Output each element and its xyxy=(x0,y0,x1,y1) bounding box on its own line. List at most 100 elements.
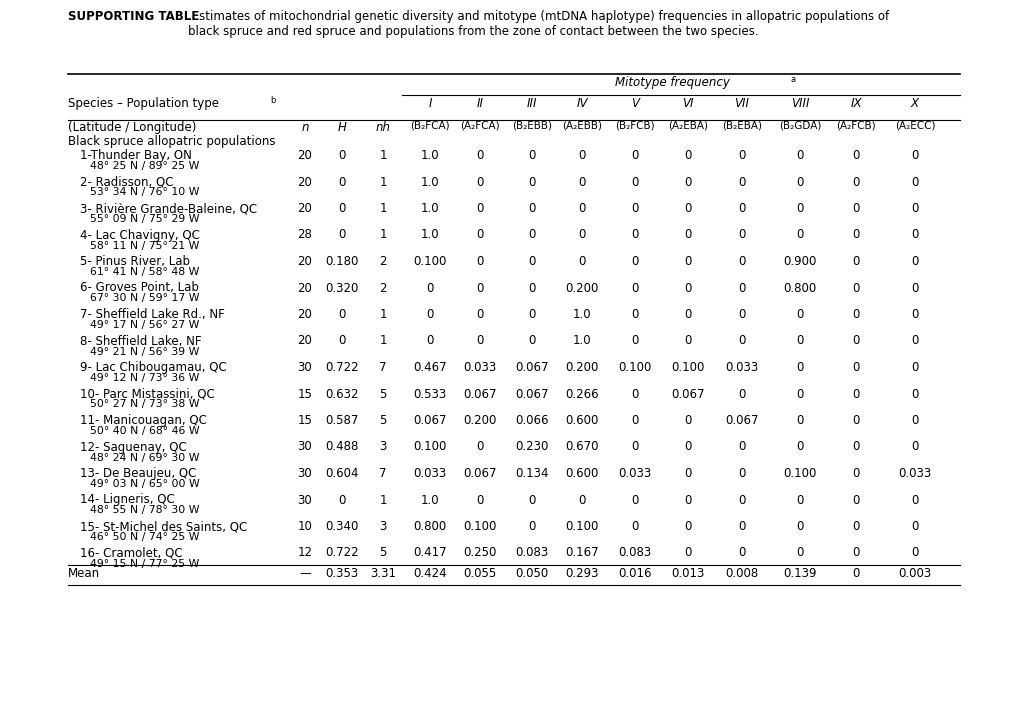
Text: 0.100: 0.100 xyxy=(671,361,704,374)
Text: 0: 0 xyxy=(738,282,745,294)
Text: 11- Manicouagan, QC: 11- Manicouagan, QC xyxy=(79,414,207,427)
Text: 0: 0 xyxy=(738,149,745,162)
Text: 49° 03 N / 65° 00 W: 49° 03 N / 65° 00 W xyxy=(90,479,200,489)
Text: a: a xyxy=(790,75,795,84)
Text: V: V xyxy=(631,97,638,110)
Text: 0: 0 xyxy=(910,546,918,559)
Text: 12- Saguenay, QC: 12- Saguenay, QC xyxy=(79,441,186,454)
Text: 0: 0 xyxy=(852,467,859,480)
Text: 13- De Beaujeu, QC: 13- De Beaujeu, QC xyxy=(79,467,197,480)
Text: 0: 0 xyxy=(631,228,638,241)
Text: 0.033: 0.033 xyxy=(413,467,446,480)
Text: 0: 0 xyxy=(578,149,585,162)
Text: 0: 0 xyxy=(796,520,803,533)
Text: 55° 09 N / 75° 29 W: 55° 09 N / 75° 29 W xyxy=(90,214,200,224)
Text: 0.067: 0.067 xyxy=(515,387,548,400)
Text: 0.587: 0.587 xyxy=(325,414,359,427)
Text: 0: 0 xyxy=(528,308,535,321)
Text: 0: 0 xyxy=(684,546,691,559)
Text: 0: 0 xyxy=(738,308,745,321)
Text: 0: 0 xyxy=(631,308,638,321)
Text: H: H xyxy=(337,121,346,134)
Text: 0: 0 xyxy=(910,308,918,321)
Text: 0.600: 0.600 xyxy=(565,414,598,427)
Text: 0: 0 xyxy=(476,493,483,506)
Text: 0.067: 0.067 xyxy=(515,361,548,374)
Text: 15: 15 xyxy=(298,414,312,427)
Text: 0.083: 0.083 xyxy=(618,546,651,559)
Text: 1.0: 1.0 xyxy=(420,149,439,162)
Text: 0.067: 0.067 xyxy=(413,414,446,427)
Text: 9- Lac Chibougamau, QC: 9- Lac Chibougamau, QC xyxy=(79,361,226,374)
Text: 0: 0 xyxy=(578,176,585,189)
Text: 0.800: 0.800 xyxy=(783,282,816,294)
Text: 0.250: 0.250 xyxy=(463,546,496,559)
Text: 0: 0 xyxy=(631,176,638,189)
Text: 0: 0 xyxy=(796,149,803,162)
Text: Species – Population type: Species – Population type xyxy=(68,97,219,110)
Text: 0: 0 xyxy=(796,493,803,506)
Text: 0: 0 xyxy=(684,493,691,506)
Text: 0: 0 xyxy=(796,202,803,215)
Text: 0: 0 xyxy=(796,387,803,400)
Text: 1.0: 1.0 xyxy=(420,228,439,241)
Text: 0: 0 xyxy=(631,441,638,454)
Text: 0: 0 xyxy=(852,202,859,215)
Text: 5- Pinus River, Lab: 5- Pinus River, Lab xyxy=(79,255,190,268)
Text: 0: 0 xyxy=(852,567,859,580)
Text: 0.139: 0.139 xyxy=(783,567,816,580)
Text: 0: 0 xyxy=(578,255,585,268)
Text: 30: 30 xyxy=(298,361,312,374)
Text: 15- St-Michel des Saints, QC: 15- St-Michel des Saints, QC xyxy=(79,520,247,533)
Text: 0: 0 xyxy=(684,176,691,189)
Text: 0: 0 xyxy=(684,228,691,241)
Text: 0: 0 xyxy=(631,149,638,162)
Text: 7: 7 xyxy=(379,361,386,374)
Text: 0: 0 xyxy=(684,282,691,294)
Text: 0: 0 xyxy=(910,361,918,374)
Text: 48° 55 N / 78° 30 W: 48° 55 N / 78° 30 W xyxy=(90,505,200,516)
Text: 20: 20 xyxy=(298,176,312,189)
Text: 0: 0 xyxy=(852,255,859,268)
Text: 0: 0 xyxy=(852,228,859,241)
Text: X: X xyxy=(910,97,918,110)
Text: 0: 0 xyxy=(631,202,638,215)
Text: 0: 0 xyxy=(852,282,859,294)
Text: 0.600: 0.600 xyxy=(565,467,598,480)
Text: Mitotype frequency: Mitotype frequency xyxy=(614,76,730,89)
Text: 0.134: 0.134 xyxy=(515,467,548,480)
Text: 1: 1 xyxy=(379,308,386,321)
Text: 0: 0 xyxy=(476,441,483,454)
Text: 0: 0 xyxy=(738,441,745,454)
Text: 0: 0 xyxy=(852,308,859,321)
Text: 0.488: 0.488 xyxy=(325,441,359,454)
Text: 30: 30 xyxy=(298,441,312,454)
Text: 5: 5 xyxy=(379,546,386,559)
Text: 0: 0 xyxy=(910,282,918,294)
Text: 14- Ligneris, QC: 14- Ligneris, QC xyxy=(79,493,174,506)
Text: 0.003: 0.003 xyxy=(898,567,930,580)
Text: 0: 0 xyxy=(738,176,745,189)
Text: 1-Thunder Bay, ON: 1-Thunder Bay, ON xyxy=(79,149,192,162)
Text: (A₂EBA): (A₂EBA) xyxy=(667,121,707,131)
Text: 0.167: 0.167 xyxy=(565,546,598,559)
Text: (B₂FCB): (B₂FCB) xyxy=(614,121,654,131)
Text: 0.100: 0.100 xyxy=(565,520,598,533)
Text: 49° 17 N / 56° 27 W: 49° 17 N / 56° 27 W xyxy=(90,320,199,330)
Text: 48° 24 N / 69° 30 W: 48° 24 N / 69° 30 W xyxy=(90,452,200,462)
Text: 1.0: 1.0 xyxy=(572,308,591,321)
Text: 0: 0 xyxy=(631,493,638,506)
Text: 1.0: 1.0 xyxy=(420,202,439,215)
Text: 0.266: 0.266 xyxy=(565,387,598,400)
Text: 0.230: 0.230 xyxy=(515,441,548,454)
Text: 0.180: 0.180 xyxy=(325,255,359,268)
Text: 0: 0 xyxy=(738,255,745,268)
Text: 2: 2 xyxy=(379,282,386,294)
Text: 0: 0 xyxy=(910,149,918,162)
Text: 0: 0 xyxy=(684,202,691,215)
Text: 48° 25 N / 89° 25 W: 48° 25 N / 89° 25 W xyxy=(90,161,199,171)
Text: 0: 0 xyxy=(338,176,345,189)
Text: VII: VII xyxy=(734,97,749,110)
Text: 0: 0 xyxy=(796,441,803,454)
Text: 0.632: 0.632 xyxy=(325,387,359,400)
